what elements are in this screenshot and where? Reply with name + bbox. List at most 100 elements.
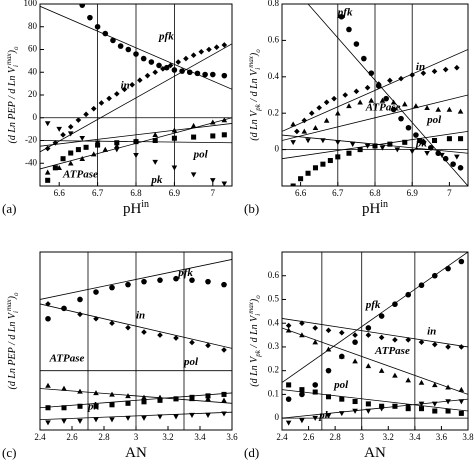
y-axis-label-part: (d Ln V	[249, 355, 260, 387]
point	[312, 382, 319, 388]
point	[458, 386, 465, 392]
point	[335, 140, 341, 146]
point	[213, 44, 220, 51]
point	[106, 95, 112, 102]
point	[109, 402, 115, 408]
point	[190, 52, 197, 58]
point	[157, 277, 163, 283]
y-tick-label: 0	[275, 144, 280, 154]
point	[338, 13, 345, 20]
point	[364, 143, 371, 149]
point	[353, 41, 360, 47]
y-tick-label: 0.6	[268, 270, 280, 280]
point	[352, 358, 358, 364]
point	[346, 150, 352, 156]
y-axis-label-part: i	[254, 68, 262, 70]
point	[52, 165, 58, 171]
point	[75, 117, 82, 123]
point	[114, 91, 120, 97]
series-label: in	[136, 310, 145, 322]
point	[60, 132, 66, 138]
point	[301, 117, 308, 124]
y-tick-label: -40	[25, 157, 37, 167]
y-axis-label-part: max	[247, 301, 255, 314]
point	[125, 400, 131, 406]
point	[45, 420, 51, 426]
point	[446, 136, 452, 142]
point	[285, 396, 292, 402]
point	[44, 169, 51, 175]
point	[67, 124, 74, 130]
y-tick-label: 0	[275, 412, 280, 422]
panel: pfk in ATPase pol pk 6.6 6.7 6.8 6.9 7 0 0.2 0.4 0.6 0…	[244, 0, 469, 217]
point	[352, 408, 358, 414]
series-label: pol	[333, 379, 349, 391]
point	[61, 305, 67, 312]
point	[432, 408, 438, 414]
x-tick-label: 3.2	[383, 432, 394, 442]
point	[141, 394, 147, 400]
point	[365, 363, 372, 369]
panel: pfk in ATPase pol pk 2.4 2.6 2.8 3 3.2 3.4 3.6 AN (c)…	[2, 251, 238, 461]
point	[114, 140, 120, 146]
point	[392, 372, 398, 378]
point	[375, 81, 382, 87]
point	[346, 26, 352, 33]
y-axis-label-part: (d Ln PEP / d Ln V	[7, 311, 18, 389]
point	[368, 70, 375, 76]
x-tick-label: 3.2	[162, 432, 173, 442]
point	[357, 147, 363, 153]
panel: pfk in pol ATPase pk 6.6 6.7 6.8 6.9 7 -40 -20 0 20 40…	[2, 0, 233, 218]
point	[409, 72, 415, 78]
series-label: pfk	[337, 7, 353, 19]
point	[392, 301, 398, 308]
panel-label: (c)	[2, 445, 16, 460]
series-label: pfk	[158, 30, 174, 42]
point	[45, 301, 51, 307]
point	[372, 143, 378, 149]
series-label: ATPase	[62, 169, 98, 181]
point	[305, 170, 311, 176]
point	[338, 329, 345, 336]
point	[198, 48, 205, 55]
y-axis-label: (d Ln PEP / d Ln Vi​max​)o​	[5, 292, 20, 389]
x-axis-label-main: AN	[125, 445, 147, 461]
point	[77, 403, 83, 409]
point	[98, 100, 105, 106]
panel-label: (b)	[244, 201, 259, 216]
point	[308, 110, 315, 116]
point	[75, 147, 81, 153]
point	[424, 104, 430, 110]
point	[405, 404, 412, 410]
point	[79, 135, 86, 142]
point	[312, 339, 319, 345]
point	[352, 339, 358, 345]
point	[445, 408, 451, 414]
point	[365, 332, 372, 338]
point	[325, 327, 332, 334]
point	[290, 140, 296, 146]
y-axis-label-part: pk	[254, 349, 262, 358]
x-tick-label: 6.9	[407, 188, 419, 198]
point	[298, 176, 304, 182]
x-tick-label: 7	[211, 188, 216, 198]
point	[327, 158, 333, 164]
y-axis-label-part: o	[254, 295, 262, 299]
x-axis-label: pHin	[123, 199, 149, 218]
point	[157, 414, 163, 420]
point	[133, 137, 139, 143]
series-label: pfk	[177, 267, 193, 279]
point	[353, 88, 360, 95]
point	[431, 401, 438, 407]
point	[458, 136, 464, 142]
point	[435, 106, 442, 112]
y-tick-label: 40	[28, 66, 38, 76]
point	[418, 401, 425, 407]
fit-line	[282, 49, 468, 132]
point	[117, 43, 124, 49]
point	[325, 413, 332, 419]
point	[335, 110, 341, 116]
y-tick-label: 0.4	[268, 71, 280, 81]
point	[205, 393, 211, 399]
point	[352, 332, 358, 338]
